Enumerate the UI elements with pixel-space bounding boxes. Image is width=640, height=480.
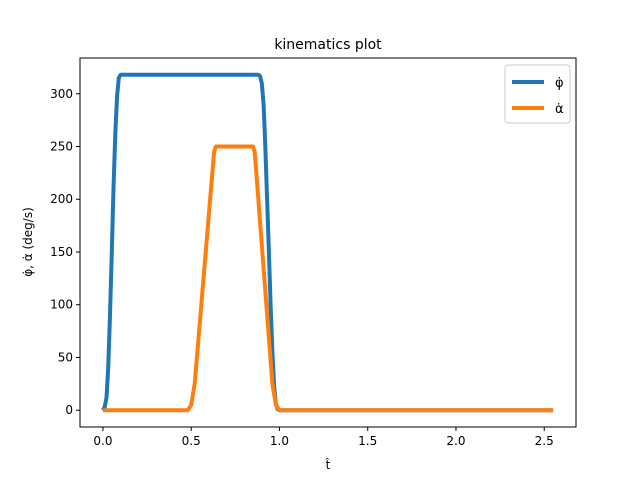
- legend: φ̇ α̇: [504, 64, 571, 124]
- chart-title: kinematics plot: [274, 37, 382, 53]
- axes-frame: [79, 57, 577, 428]
- x-tick-label: 0.5: [182, 434, 201, 448]
- series-line-alpha-dot: [102, 144, 554, 413]
- y-tick-label: 0: [65, 403, 73, 417]
- y-tick-label: 300: [50, 87, 73, 101]
- plot-lines: [101, 72, 554, 413]
- y-tick-label: 250: [50, 140, 73, 154]
- x-axis-ticks: 0.0 0.5 1.0 1.5 2.0 2.5: [93, 427, 554, 448]
- x-tick-label: 1.0: [270, 434, 289, 448]
- y-axis-label: φ̇, α̇ (deg/s): [21, 207, 35, 277]
- x-tick-label: 0.0: [93, 434, 112, 448]
- x-axis-label: t̂: [325, 458, 330, 472]
- y-tick-label: 150: [50, 245, 73, 259]
- y-axis-ticks: 0 50 100 150 200 250 300: [50, 87, 80, 417]
- x-tick-label: 2.0: [446, 434, 465, 448]
- x-tick-label: 1.5: [358, 434, 377, 448]
- legend-label-alpha-dot: α̇: [555, 102, 564, 117]
- x-tick-label: 2.5: [535, 434, 554, 448]
- y-tick-label: 50: [58, 350, 73, 364]
- y-tick-label: 200: [50, 192, 73, 206]
- legend-label-phi-dot: φ̇: [555, 76, 564, 91]
- y-tick-label: 100: [50, 298, 73, 312]
